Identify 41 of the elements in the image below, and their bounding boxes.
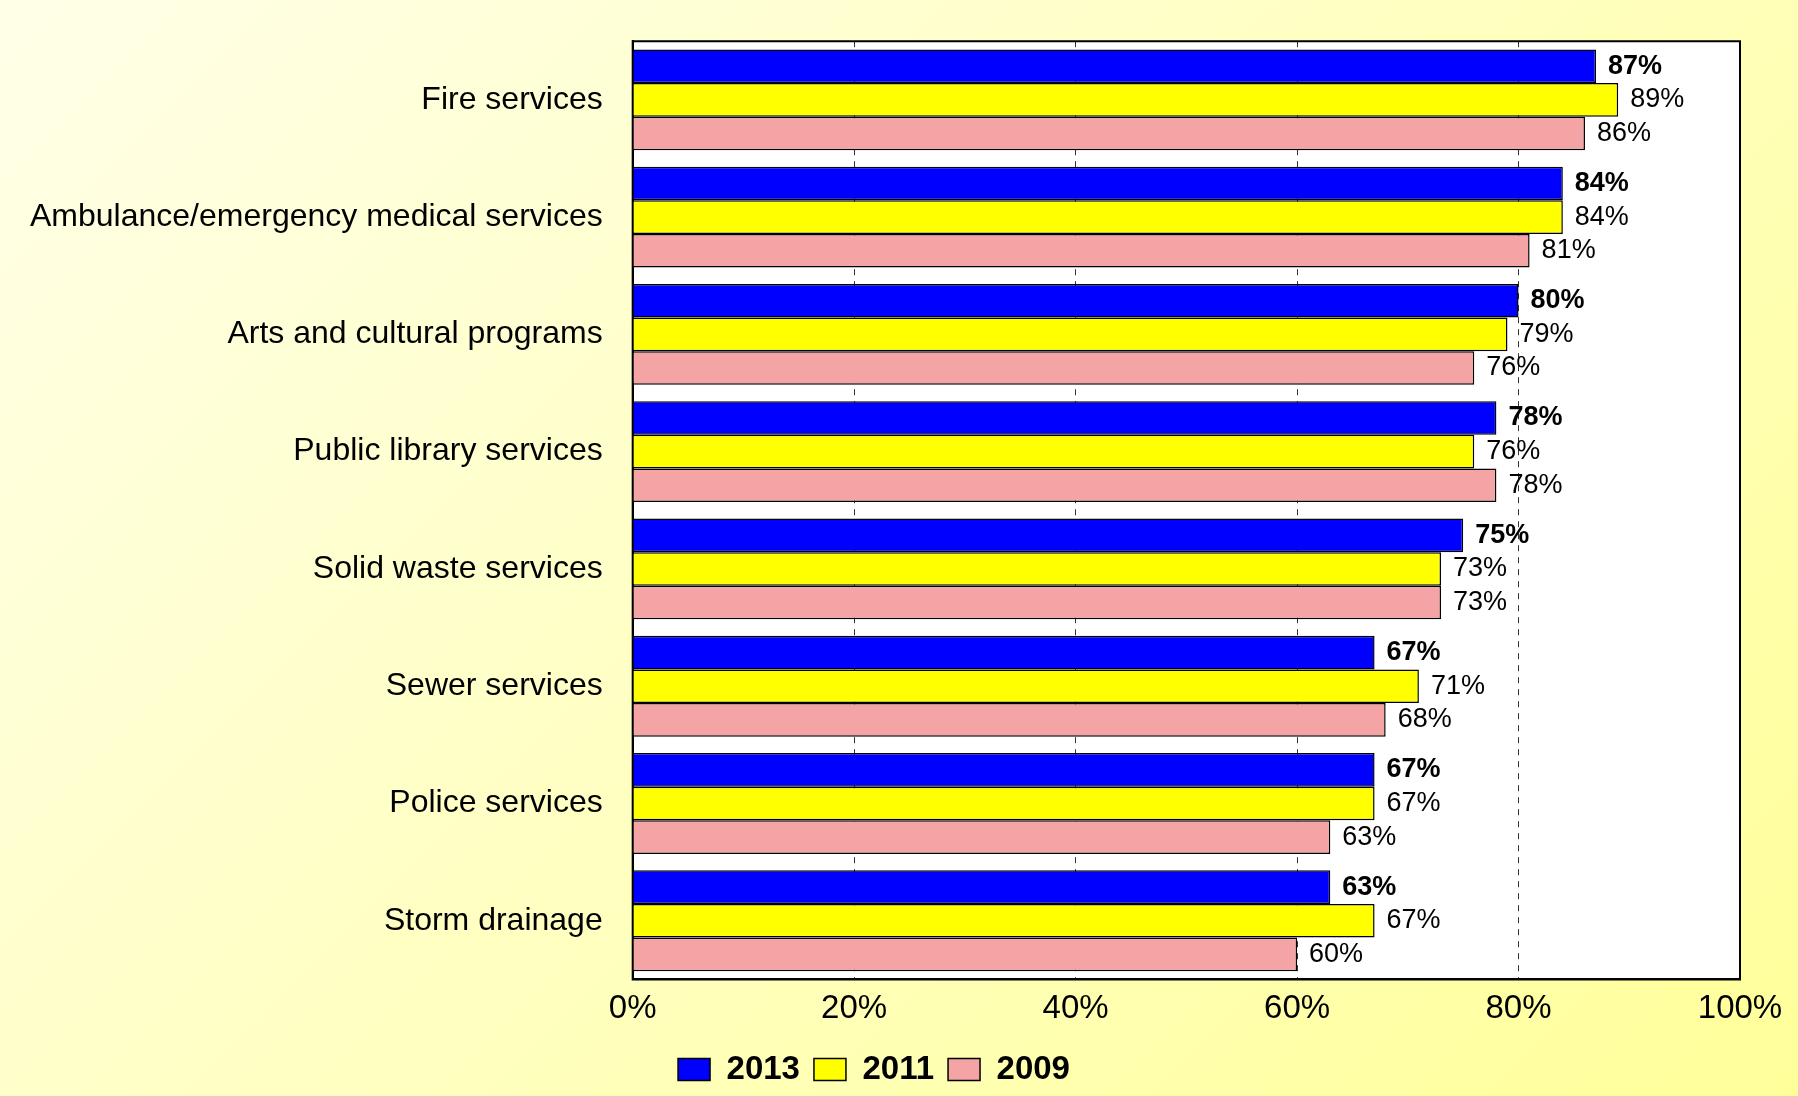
- data-label: 67%: [1386, 786, 1441, 817]
- data-label: 84%: [1574, 166, 1629, 197]
- legend-label: 2013: [726, 1048, 800, 1086]
- data-label: 63%: [1342, 820, 1397, 851]
- data-label: 78%: [1508, 468, 1563, 499]
- data-label: 79%: [1519, 317, 1574, 348]
- data-label: 75%: [1475, 518, 1530, 549]
- y-tick-label: Sewer services: [385, 666, 603, 703]
- y-tick-label: Storm drainage: [383, 900, 603, 937]
- data-label: 84%: [1574, 200, 1629, 231]
- y-tick-label: Fire services: [421, 79, 603, 116]
- data-label: 73%: [1453, 586, 1508, 617]
- data-label: 60%: [1309, 937, 1364, 968]
- data-label: 89%: [1630, 83, 1685, 114]
- x-tick-label: 100%: [1697, 988, 1783, 1026]
- data-label: 76%: [1486, 351, 1541, 382]
- data-label: 63%: [1342, 870, 1397, 901]
- x-tick-label: 60%: [1264, 988, 1331, 1026]
- data-label: 80%: [1530, 284, 1585, 315]
- x-tick-label: 0%: [608, 988, 657, 1026]
- y-tick-label: Arts and cultural programs: [227, 314, 603, 351]
- data-label: 67%: [1386, 904, 1441, 935]
- legend-label: 2009: [996, 1048, 1070, 1086]
- y-tick-label: Public library services: [293, 431, 603, 468]
- x-tick-label: 40%: [1042, 988, 1109, 1026]
- data-label: 67%: [1386, 753, 1441, 784]
- y-tick-label: Solid waste services: [312, 548, 603, 585]
- data-label: 81%: [1541, 234, 1596, 265]
- x-tick-label: 80%: [1485, 988, 1552, 1026]
- y-tick-label: Police services: [389, 783, 603, 820]
- data-label: 87%: [1608, 49, 1663, 80]
- data-label: 76%: [1486, 435, 1541, 466]
- data-label: 73%: [1453, 552, 1508, 583]
- legend-label: 2011: [862, 1048, 935, 1086]
- data-label: 86%: [1596, 116, 1652, 147]
- data-label: 68%: [1397, 703, 1452, 734]
- y-tick-label: Ambulance/emergency medical services: [30, 196, 603, 233]
- data-label: 67%: [1386, 636, 1441, 667]
- data-label: 71%: [1430, 669, 1485, 700]
- data-label: 78%: [1508, 401, 1563, 432]
- x-tick-label: 20%: [821, 988, 888, 1026]
